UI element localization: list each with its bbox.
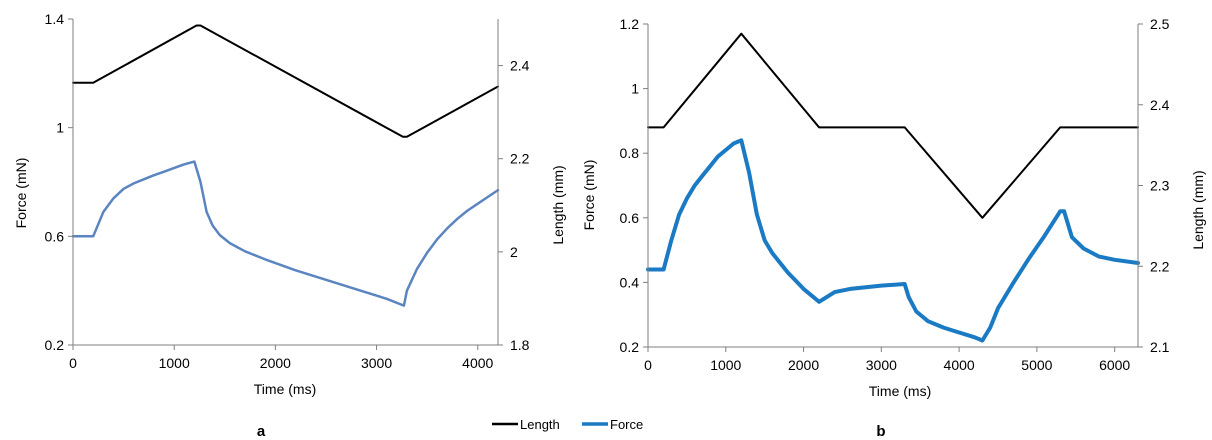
y2-tick-label: 2.4 bbox=[510, 58, 530, 74]
x-tick-label: 3000 bbox=[866, 357, 897, 373]
y-tick-label: 1 bbox=[631, 81, 639, 97]
panel-label-b: b bbox=[876, 423, 885, 440]
y-tick-label: 1.4 bbox=[45, 11, 65, 27]
x-tick-label: 6000 bbox=[1099, 357, 1130, 373]
y-axis-title-b: Force (mN) bbox=[581, 160, 597, 231]
x-tick-label: 0 bbox=[644, 357, 652, 373]
y-tick-label: 1 bbox=[56, 120, 64, 136]
x-axis-title-a: Time (ms) bbox=[254, 381, 316, 397]
y2-tick-label: 2.3 bbox=[1150, 178, 1170, 194]
x-tick-label: 1000 bbox=[710, 357, 741, 373]
y2-tick-label: 2.5 bbox=[1150, 16, 1170, 32]
y2-axis-title-b: Length (mm) bbox=[1190, 170, 1206, 249]
y-tick-label: 0.6 bbox=[45, 228, 65, 244]
x-tick-label: 2000 bbox=[788, 357, 819, 373]
y-tick-label: 1.2 bbox=[620, 16, 640, 32]
y2-tick-label: 2.4 bbox=[1150, 97, 1170, 113]
y2-tick-label: 2.1 bbox=[1150, 339, 1170, 355]
y-axis-title-a: Force (mN) bbox=[13, 158, 29, 229]
legend-label-length: Length bbox=[520, 417, 560, 432]
y-tick-label: 0.2 bbox=[620, 339, 640, 355]
plot-marks-b bbox=[648, 34, 1138, 341]
axes-b: 0.2 0.4 0.6 0.8 1 1.2 2.1 2.2 2.3 2.4 2.5 0 1000 2000… bbox=[620, 16, 1170, 373]
x-axis-title-b: Time (ms) bbox=[869, 383, 931, 399]
x-tick-label: 5000 bbox=[1021, 357, 1052, 373]
x-tick-label: 2000 bbox=[260, 355, 291, 371]
x-tick-label: 0 bbox=[69, 355, 77, 371]
y-tick-label: 0.2 bbox=[45, 337, 65, 353]
y-tick-label: 0.8 bbox=[620, 145, 640, 161]
legend-label-force: Force bbox=[610, 417, 643, 432]
plot-marks-a bbox=[73, 26, 498, 306]
y-tick-label: 0.6 bbox=[620, 210, 640, 226]
series-line-length-a bbox=[73, 26, 498, 137]
axes-a: 0.2 0.6 1 1.4 1.8 2 2.2 2.4 0 1000 2000 3000 4000 bbox=[45, 11, 530, 371]
y-tick-label: 0.4 bbox=[620, 274, 640, 290]
y2-tick-label: 2.2 bbox=[510, 151, 530, 167]
legend: Length Force bbox=[492, 417, 643, 432]
x-tick-label: 4000 bbox=[944, 357, 975, 373]
x-tick-label: 1000 bbox=[159, 355, 190, 371]
chart-panel-b: 0.2 0.4 0.6 0.8 1 1.2 2.1 2.2 2.3 2.4 2.5 0 1000 2000… bbox=[581, 16, 1206, 440]
series-line-length-b bbox=[648, 34, 1138, 218]
y2-tick-label: 2 bbox=[510, 244, 518, 260]
x-tick-label: 4000 bbox=[462, 355, 493, 371]
series-line-force-b bbox=[648, 140, 1138, 340]
y2-axis-title-a: Length (mm) bbox=[550, 165, 566, 244]
y2-tick-label: 2.2 bbox=[1150, 258, 1170, 274]
y2-tick-label: 1.8 bbox=[510, 337, 530, 353]
x-tick-label: 3000 bbox=[361, 355, 392, 371]
panel-label-a: a bbox=[257, 423, 266, 440]
series-line-force-a bbox=[73, 162, 498, 306]
chart-panel-a: 0.2 0.6 1 1.4 1.8 2 2.2 2.4 0 1000 2000 3000 4000 Ti… bbox=[13, 11, 566, 440]
